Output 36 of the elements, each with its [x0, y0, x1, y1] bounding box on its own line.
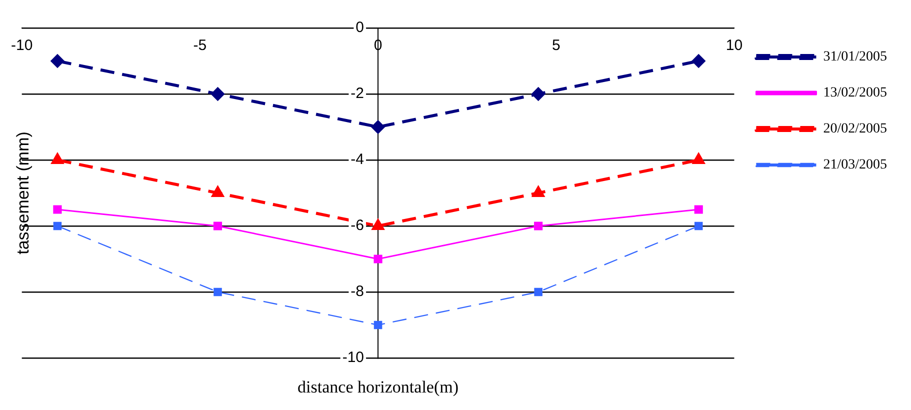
- x-tick-label: 5: [552, 37, 560, 54]
- point: [372, 220, 384, 230]
- x-axis-title: distance horizontale(m): [298, 377, 459, 396]
- legend-label: 13/02/2005: [823, 86, 887, 101]
- point: [532, 186, 544, 197]
- point: [532, 88, 545, 100]
- point: [211, 88, 224, 100]
- legend-label: 21/03/2005: [823, 158, 887, 173]
- y-tick-label: -6: [350, 217, 364, 234]
- point: [52, 154, 64, 164]
- point: [534, 288, 542, 296]
- point: [692, 154, 704, 164]
- point: [374, 320, 382, 330]
- y-axis-title: tassement (mm): [14, 132, 33, 254]
- legend-label: 31/01/2005: [823, 50, 887, 65]
- point: [212, 186, 224, 197]
- point: [214, 288, 222, 296]
- y-tick-label: -2: [350, 85, 364, 102]
- x-tick-label: -5: [193, 37, 207, 54]
- point: [692, 54, 706, 68]
- point: [374, 254, 382, 264]
- legend-label: 20/02/2005: [823, 122, 887, 137]
- point: [213, 222, 222, 230]
- y-tick-label: -4: [350, 151, 364, 168]
- point: [694, 222, 703, 230]
- y-tick-label: -10: [342, 349, 364, 366]
- point: [694, 205, 703, 214]
- point: [50, 54, 64, 68]
- x-tick-label: -10: [10, 37, 33, 54]
- point: [534, 222, 543, 230]
- y-tick-label: 0: [356, 19, 364, 36]
- y-tick-label: -8: [350, 283, 364, 300]
- x-tick-label: 10: [726, 37, 743, 54]
- point: [53, 205, 62, 214]
- point: [53, 222, 62, 230]
- point: [372, 120, 385, 134]
